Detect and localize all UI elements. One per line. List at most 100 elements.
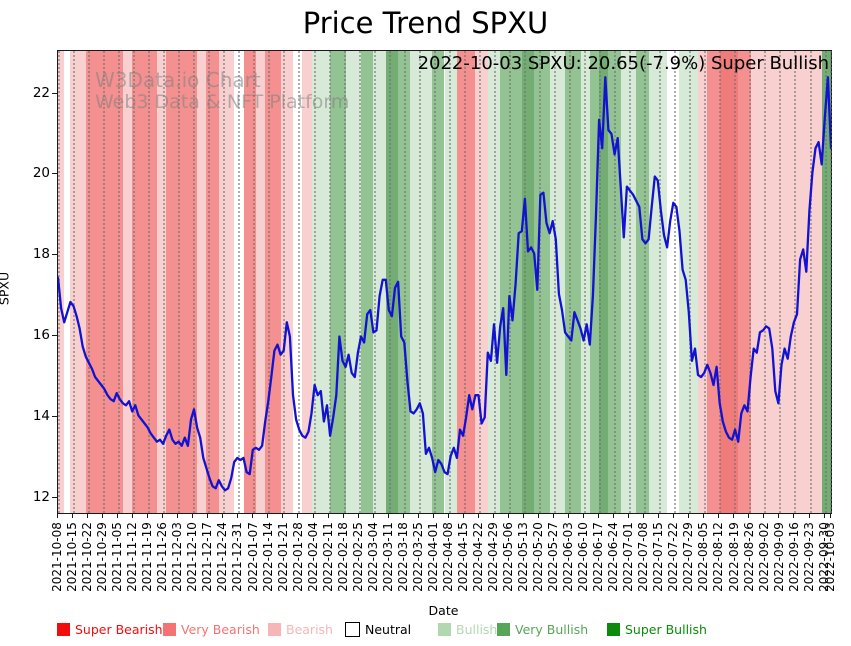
x-tick-mark: [492, 513, 494, 518]
x-tick-mark: [447, 513, 449, 518]
gridline: [538, 51, 541, 513]
sentiment-band-bearish: [255, 51, 266, 513]
gridline: [388, 51, 391, 513]
gridline: [208, 51, 211, 513]
x-axis-title: Date: [428, 603, 459, 618]
sentiment-band-very-bearish: [707, 51, 720, 513]
sentiment-band-bearish: [218, 51, 235, 513]
sentiment-band-bullish: [648, 51, 668, 513]
gridline: [764, 51, 767, 513]
x-tick-mark: [342, 513, 344, 518]
x-tick-mark: [192, 513, 194, 518]
x-tick-mark: [102, 513, 104, 518]
gridline: [103, 51, 106, 513]
x-tick-mark: [282, 513, 284, 518]
chart-title: Price Trend SPXU: [302, 6, 549, 40]
sentiment-band-very-bullish: [534, 51, 550, 513]
gridline: [163, 51, 166, 513]
sentiment-band-bullish: [620, 51, 637, 513]
x-tick-mark: [568, 513, 570, 518]
sentiment-band-bullish: [311, 51, 331, 513]
gridline: [554, 51, 556, 513]
x-tick-mark: [673, 513, 675, 518]
x-tick-mark: [117, 513, 119, 518]
y-tick-mark: [52, 416, 57, 418]
x-tick-mark: [387, 513, 389, 518]
gridline: [418, 51, 421, 513]
gridline: [629, 51, 632, 513]
gridline: [133, 51, 136, 513]
x-tick-mark: [162, 513, 164, 518]
x-tick-mark: [222, 513, 224, 518]
gridline: [689, 51, 692, 513]
legend-item-bullish: Bullish: [438, 621, 497, 637]
gridline: [830, 51, 832, 513]
x-tick-mark: [793, 513, 795, 518]
gridline: [118, 51, 121, 513]
gridline: [478, 51, 481, 513]
gridline: [238, 51, 241, 513]
legend-swatch-icon: [607, 622, 620, 636]
sentiment-band-very-bearish: [243, 51, 256, 513]
gridline: [779, 51, 782, 513]
sentiment-band-very-bearish: [738, 51, 751, 513]
plot-area: W3Data.io Chart Web3 Data & NFT Platform…: [57, 50, 832, 514]
x-tick-mark: [327, 513, 329, 518]
x-tick-mark: [507, 513, 509, 518]
sentiment-band-bearish: [302, 51, 312, 513]
legend-label: Neutral: [365, 621, 412, 637]
sentiment-band-bullish: [410, 51, 433, 513]
x-tick-mark: [658, 513, 660, 518]
x-tick-mark: [372, 513, 374, 518]
x-tick-mark: [267, 513, 269, 518]
x-tick-mark: [830, 513, 831, 518]
x-tick-mark: [583, 513, 585, 518]
sentiment-band-bearish: [58, 51, 65, 513]
legend-swatch-icon: [268, 622, 281, 636]
y-tick-mark: [52, 254, 57, 256]
gridline: [523, 51, 526, 513]
gridline: [358, 51, 361, 513]
x-tick-mark: [147, 513, 149, 518]
x-tick-mark: [763, 513, 765, 518]
legend-swatch-icon: [497, 622, 510, 636]
gridline: [809, 51, 812, 513]
x-tick-mark: [402, 513, 404, 518]
sentiment-band-very-bullish: [361, 51, 374, 513]
sentiment-band-neutral: [667, 51, 680, 513]
x-tick-mark: [177, 513, 179, 518]
x-tick-mark: [297, 513, 299, 518]
sentiment-band-very-bullish: [500, 51, 522, 513]
sentiment-band-neutral: [292, 51, 303, 513]
x-tick-mark: [733, 513, 735, 518]
legend: Super Bearish Very Bearish Bearish Neutral B…: [0, 621, 851, 639]
gridline: [463, 51, 466, 513]
x-tick-mark: [357, 513, 359, 518]
sentiment-band-bearish: [156, 51, 167, 513]
legend-label: Bullish: [456, 621, 498, 637]
y-tick-label: 12: [32, 489, 50, 506]
y-tick-label: 20: [32, 165, 50, 182]
x-tick-mark: [417, 513, 419, 518]
gridline: [674, 51, 677, 513]
gridline: [298, 51, 301, 513]
x-tick-mark: [477, 513, 479, 518]
gridline: [373, 51, 376, 513]
gridline: [193, 51, 196, 513]
gridline: [433, 51, 436, 513]
y-tick-label: 22: [32, 84, 50, 101]
gridline: [223, 51, 226, 513]
gridline: [403, 51, 406, 513]
price-line: [58, 76, 831, 492]
y-tick-mark: [52, 92, 57, 94]
y-tick-label: 14: [32, 408, 50, 425]
x-tick-mark: [598, 513, 600, 518]
gridline: [508, 51, 511, 513]
y-tick-label: 16: [32, 327, 50, 344]
x-tick-mark: [718, 513, 720, 518]
gridline: [599, 51, 602, 513]
legend-label: Very Bullish: [515, 621, 589, 637]
gridline: [73, 51, 76, 513]
x-tick-mark: [207, 513, 209, 518]
gridline: [824, 51, 827, 513]
